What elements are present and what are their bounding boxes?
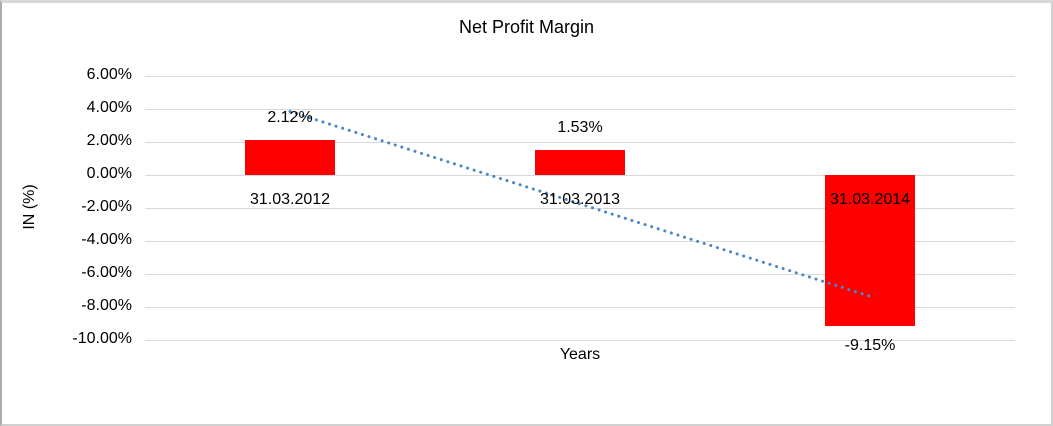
y-tick-label: -6.00% — [81, 264, 132, 281]
category-label: 31.03.2014 — [829, 191, 911, 208]
bar-value-label: -9.15% — [844, 336, 896, 354]
gridline — [145, 108, 1015, 110]
bar — [535, 149, 625, 175]
y-tick-label: 2.00% — [86, 132, 132, 149]
bar — [245, 140, 335, 175]
bar-value-label: 1.53% — [557, 118, 603, 136]
y-tick-label: 6.00% — [86, 66, 132, 83]
chart-title: Net Profit Margin — [458, 17, 595, 37]
gridline — [145, 75, 1015, 77]
y-tick-label: 0.00% — [86, 165, 132, 182]
bar-value-label: 2.12% — [267, 109, 313, 127]
y-tick-label: 4.00% — [86, 99, 132, 116]
category-label: 31.03.2012 — [249, 191, 331, 208]
y-tick-label: -2.00% — [81, 198, 132, 215]
gridline — [145, 306, 1015, 308]
gridline — [145, 339, 1015, 341]
x-axis-label: Years — [559, 346, 601, 363]
y-tick-label: -10.00% — [72, 330, 132, 347]
y-tick-label: -8.00% — [81, 297, 132, 314]
y-tick-label: -4.00% — [81, 231, 132, 248]
category-label: 31.03.2013 — [539, 191, 621, 208]
